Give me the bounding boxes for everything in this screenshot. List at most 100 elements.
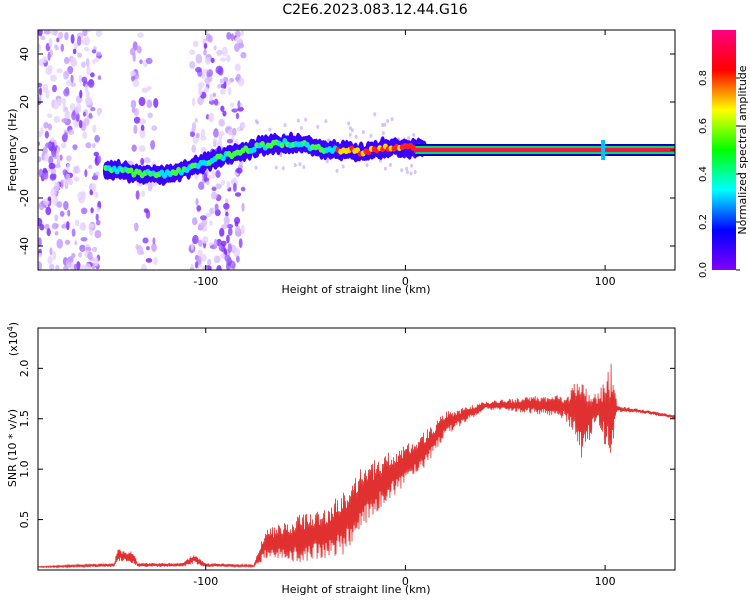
spectrogram-noise-point <box>205 212 212 218</box>
spectrogram-noise-point <box>71 228 76 238</box>
spectrogram-noise-point <box>72 144 78 150</box>
spectrogram-noise-point <box>54 163 62 169</box>
spectrogram-noise-point <box>48 162 56 170</box>
snr-x-tick-label: 0 <box>402 575 409 588</box>
snr-panel: -100 0 100 0.5 1.0 1.5 2.0 Height of straight… <box>6 322 676 596</box>
spectrogram-x-label: Height of straight line (km) <box>281 283 430 296</box>
spectrogram-noise-point <box>214 203 219 212</box>
spectrogram-noise-point <box>49 174 57 181</box>
spectrogram-noise-point <box>66 79 72 86</box>
spectrogram-noise-point <box>192 40 199 47</box>
spectrogram-noise-point <box>146 86 152 91</box>
spectrogram-noise-point <box>348 132 352 137</box>
spectrogram-noise-point <box>274 165 278 170</box>
spectrogram-noise-point <box>96 51 102 57</box>
colorbar-ticks: 0.0 0.2 0.4 0.6 0.8 <box>698 70 740 278</box>
colorbar-label: Normalized spectral amplitude <box>736 65 749 234</box>
spectrogram-noise-point <box>140 157 145 166</box>
spectrogram-noise-point <box>268 127 272 132</box>
spectrogram-noise-point <box>130 99 137 109</box>
spectrogram-noise-point <box>226 54 231 63</box>
spectrogram-noise-point <box>218 227 225 237</box>
spectrogram-noise-point <box>194 118 198 123</box>
spectrogram-noise-point <box>369 133 373 138</box>
spectrogram-noise-point <box>302 165 306 170</box>
spectrogram-noise-point <box>43 30 51 35</box>
spectrogram-noise-point <box>226 223 234 229</box>
spectrogram-noise-point <box>48 155 54 165</box>
spectrogram-noise-point <box>400 168 404 173</box>
spectrogram-noise-point <box>65 110 70 116</box>
spectrogram-ridge-core <box>279 142 285 149</box>
spectrogram-noise-point <box>202 265 208 270</box>
spectrogram-noise-point <box>70 74 74 84</box>
colorbar-gradient <box>712 30 736 270</box>
spectrogram-noise-point <box>220 83 227 89</box>
spectrogram-noise-point <box>199 215 207 221</box>
spectrogram-noise-point <box>70 34 75 44</box>
spectrogram-noise-point <box>210 57 215 63</box>
spectrogram-noise-point <box>217 83 222 89</box>
spectrogram-noise-point <box>62 169 68 176</box>
spectrogram-noise-point <box>231 245 238 252</box>
spectrogram-noise-point <box>327 138 331 143</box>
spectrogram-noise-point <box>195 66 202 73</box>
snr-series-line <box>38 363 675 569</box>
spectrogram-noise-point <box>381 122 385 127</box>
spectrogram-noise-point <box>71 252 76 259</box>
spectrogram-noise-point <box>200 128 205 138</box>
snr-y-tick-label: 2.0 <box>18 360 31 378</box>
spectrogram-noise-point <box>78 252 83 258</box>
spectrogram-noise-point <box>46 228 51 237</box>
spectrogram-noise-point <box>63 200 69 211</box>
spectrogram-noise-point <box>203 49 207 56</box>
spectrogram-noise-point <box>213 255 221 264</box>
spectrogram-noise-point <box>47 196 52 202</box>
spectrogram-noise-point <box>202 236 209 244</box>
spectrogram-noise-point <box>38 261 43 270</box>
spectrogram-noise-point <box>226 180 231 189</box>
spectrogram-noise-point <box>90 106 96 112</box>
spectrogram-noise-point <box>325 159 329 164</box>
spectrogram-noise-point <box>226 234 230 244</box>
spectrogram-noise-point <box>147 182 153 192</box>
spectrogram-noise-point <box>365 163 369 168</box>
spectrogram-noise-point <box>412 132 416 137</box>
spectrogram-noise-point <box>151 125 158 131</box>
spectrogram-noise-point <box>236 167 243 174</box>
spectrogram-noise-point <box>191 144 196 153</box>
spectrogram-y-tick-label: 0 <box>18 147 31 154</box>
spectrogram-noise-point <box>53 115 61 124</box>
spectrogram-noise-point <box>84 96 91 106</box>
spectrogram-noise-point <box>207 34 213 43</box>
spectrogram-noise-point <box>90 72 95 78</box>
spectrogram-noise-point <box>73 263 77 270</box>
spectrogram-noise-point <box>69 103 76 112</box>
spectrogram-noise-point <box>50 30 55 36</box>
spectrogram-noise-point <box>82 30 88 37</box>
spectrogram-noise-point <box>201 218 208 227</box>
spectrogram-noise-point <box>205 180 210 186</box>
spectrogram-noise-point <box>51 151 57 158</box>
spectrogram-noise-point <box>220 179 226 186</box>
spectrogram-noise-point <box>227 243 232 253</box>
spectrogram-noise-point <box>86 65 91 76</box>
spectrogram-noise-point <box>189 61 196 69</box>
spectrogram-noise-point <box>94 134 100 143</box>
spectrogram-noise-point <box>139 118 147 125</box>
spectrogram-noise-point <box>211 186 217 192</box>
spectrogram-noise-point <box>61 97 67 105</box>
spectrogram-noise-point <box>135 243 139 250</box>
spectrogram-noise-point <box>150 140 156 150</box>
spectrogram-noise-point <box>192 136 199 144</box>
spectrogram-noise-point <box>232 182 237 192</box>
spectrogram-noise-point <box>85 142 92 149</box>
spectrogram-y-tick-label: 20 <box>18 95 31 109</box>
spectrogram-noise-point <box>219 57 227 62</box>
spectrogram-noise-point <box>383 122 387 127</box>
spectrogram-noise-point <box>132 79 140 88</box>
snr-frame <box>37 327 676 571</box>
spectrogram-noise-point <box>238 238 243 249</box>
spectrogram-noise-point <box>196 205 202 212</box>
spectrogram-noise-point <box>215 170 221 178</box>
